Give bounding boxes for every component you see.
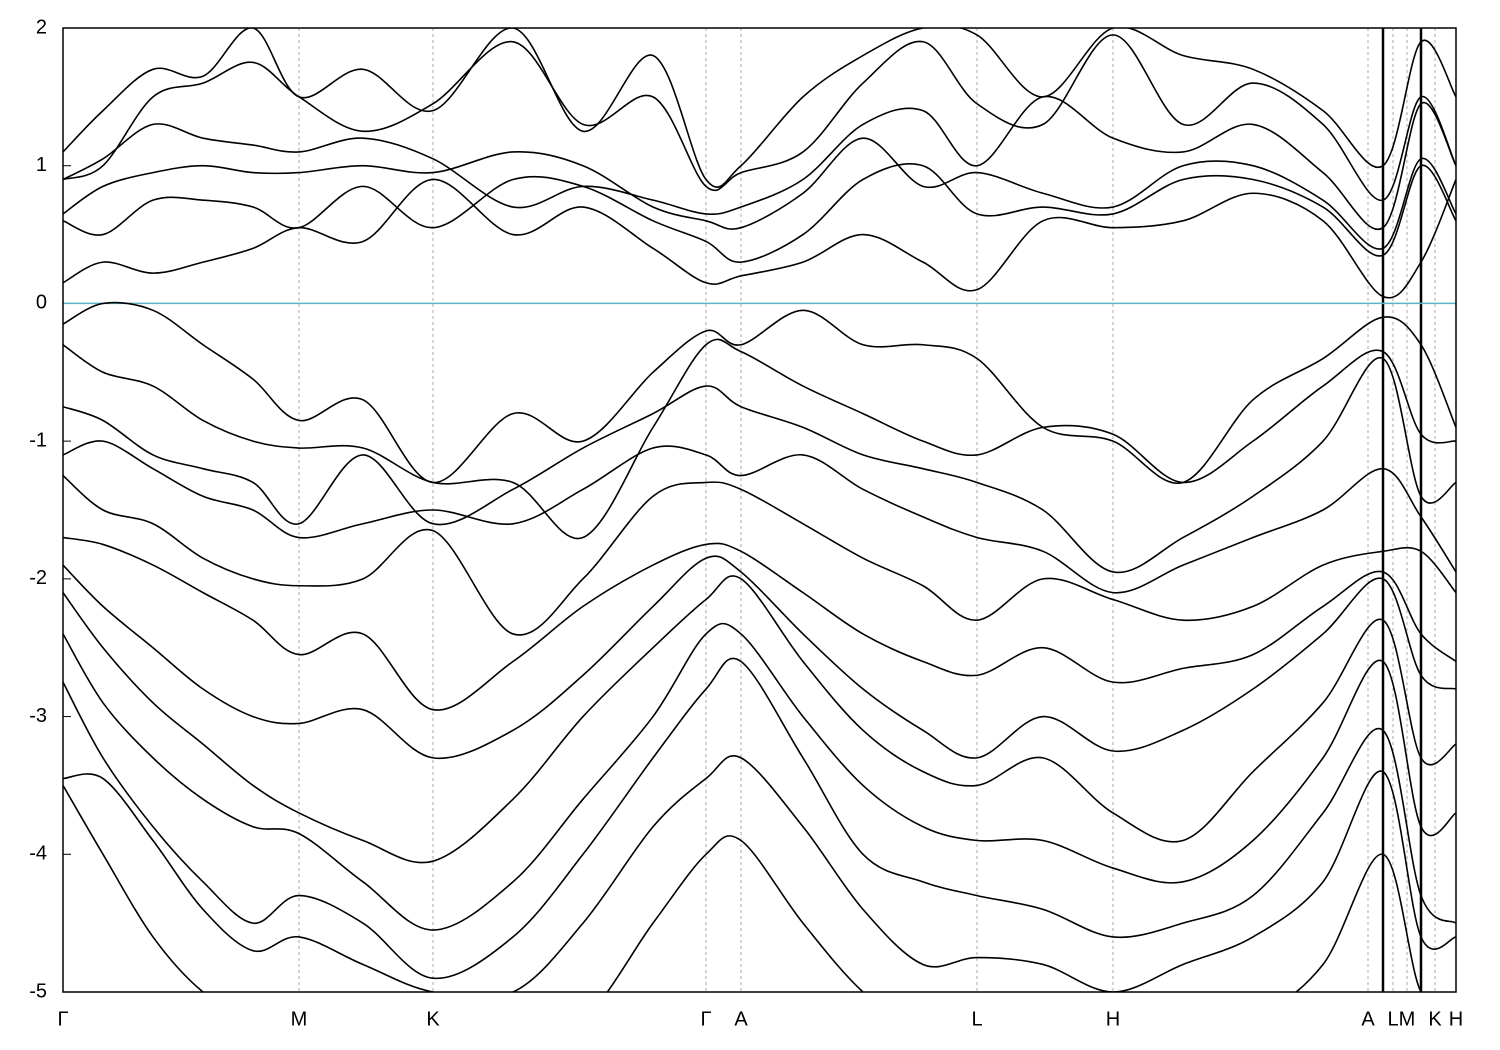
y-tick-label: -4 [29, 843, 47, 865]
band-line [63, 536, 1456, 711]
x-tick-label: H [1106, 1008, 1120, 1030]
x-tick-label: H [1449, 1008, 1463, 1030]
x-tick-label: K [426, 1008, 440, 1030]
band-line [63, 163, 1456, 263]
bands [63, 28, 1456, 992]
x-tick-label: A [734, 1008, 748, 1030]
x-tick-label: Γ [57, 1008, 68, 1030]
x-tick-label: L [971, 1008, 982, 1030]
plot-frame [62, 27, 1457, 993]
band-line [63, 785, 1456, 992]
band-line [63, 555, 1456, 760]
band-line [63, 440, 1456, 594]
band-line [63, 755, 1456, 992]
band-line [63, 301, 1456, 485]
band-line [63, 137, 1456, 250]
y-tick-label: -1 [29, 429, 47, 451]
y-tick-label: -5 [29, 980, 47, 1002]
band-line [63, 178, 1456, 299]
band-line [63, 622, 1456, 931]
band-line [63, 575, 1456, 864]
band-line [63, 95, 1456, 231]
y-tick-label: -3 [29, 705, 47, 727]
x-tick-label: M [1399, 1008, 1416, 1030]
band-line [63, 474, 1456, 636]
band-line [63, 338, 1456, 540]
band-line [63, 657, 1456, 980]
band-line [63, 356, 1456, 574]
x-tick-label: L [1387, 1008, 1398, 1030]
y-tick-label: 2 [36, 16, 47, 38]
x-tick-label: M [291, 1008, 308, 1030]
x-tick-label: Γ [700, 1008, 711, 1030]
y-tick-label: 1 [36, 154, 47, 176]
band-line [63, 34, 1456, 201]
y-tick-label: 0 [36, 292, 47, 314]
x-tick-label: K [1428, 1008, 1442, 1030]
band-line [63, 28, 1456, 188]
y-tick-label: -2 [29, 567, 47, 589]
x-tick-label: A [1361, 1008, 1375, 1030]
